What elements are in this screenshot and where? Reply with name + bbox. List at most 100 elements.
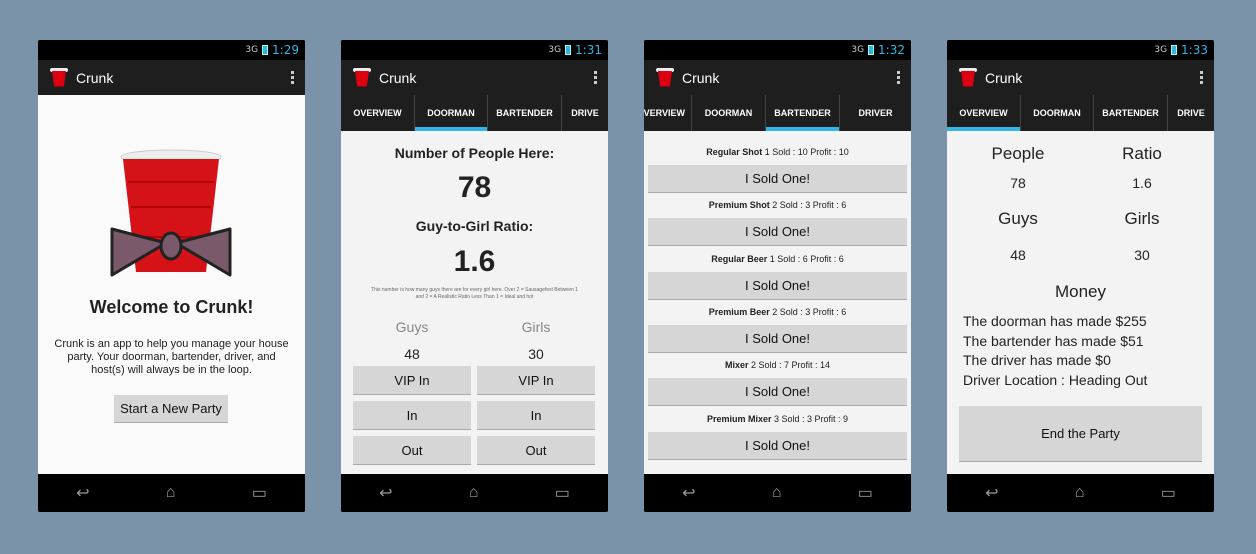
home-icon[interactable]: ⌂ <box>1074 484 1085 501</box>
people-label: People <box>991 144 1045 163</box>
app-cup-icon <box>50 67 68 88</box>
item-name: Premium Beer <box>708 307 770 317</box>
back-icon[interactable]: ↩ <box>682 485 696 502</box>
start-party-button[interactable]: Start a New Party <box>114 395 228 423</box>
home-icon[interactable]: ⌂ <box>165 484 176 501</box>
tab-doorman[interactable]: DOORMAN <box>1021 95 1094 131</box>
overflow-menu-icon[interactable] <box>1200 71 1204 84</box>
money-line: The doorman has made $255 <box>963 313 1147 329</box>
phone-welcome: 3G 1:29 Crunk Welcome to Crunk! Crunk is… <box>38 40 305 512</box>
red-cup-bowtie-icon <box>110 149 232 277</box>
guys-in-button[interactable]: In <box>353 401 471 430</box>
girls-count: 30 <box>1134 247 1150 263</box>
people-count: 78 <box>457 171 492 204</box>
back-icon[interactable]: ↩ <box>379 485 393 502</box>
recents-icon[interactable]: ▭ <box>857 485 873 502</box>
girls-in-button[interactable]: In <box>477 401 595 430</box>
app-cup-icon <box>353 67 371 88</box>
guys-count: 48 <box>404 346 420 362</box>
tab-strip: VERVIEW DOORMAN BARTENDER DRIVER <box>644 95 911 131</box>
nav-bar: ↩ ⌂ ▭ <box>644 474 911 512</box>
battery-icon <box>565 45 572 55</box>
phone-bartender: 3G 1:32 Crunk VERVIEW DOORMAN BARTENDER … <box>644 40 911 512</box>
guys-vip-in-button[interactable]: VIP In <box>353 366 471 395</box>
overflow-menu-icon[interactable] <box>594 71 598 84</box>
battery-icon <box>1171 45 1178 55</box>
status-bar: 3G 1:33 <box>947 40 1214 60</box>
overflow-menu-icon[interactable] <box>897 71 901 84</box>
item-row: Mixer 2 Sold : 7 Profit : 14 <box>644 360 911 370</box>
ratio-label: Guy-to-Girl Ratio: <box>415 218 534 234</box>
tab-overview[interactable]: OVERVIEW <box>947 95 1021 131</box>
signal-icon: 3G <box>1154 45 1168 55</box>
girls-label: Girls <box>1124 209 1160 228</box>
tab-overview[interactable]: OVERVIEW <box>341 95 415 131</box>
item-detail: 2 Sold : 7 Profit : 14 <box>750 360 831 370</box>
tab-strip: OVERVIEW DOORMAN BARTENDER DRIVE <box>341 95 608 131</box>
end-party-button[interactable]: End the Party <box>959 406 1202 462</box>
sold-one-button[interactable]: I Sold One! <box>648 378 907 406</box>
tab-doorman[interactable]: DOORMAN <box>692 95 766 131</box>
item-name: Premium Mixer <box>706 414 772 424</box>
driver-location: Driver Location : Heading Out <box>963 372 1148 388</box>
home-icon[interactable]: ⌂ <box>771 484 782 501</box>
action-bar: Crunk <box>341 60 608 95</box>
tab-bartender[interactable]: BARTENDER <box>766 95 840 131</box>
overview-content: People Ratio 78 1.6 Guys Girls 48 30 Mon… <box>947 131 1214 474</box>
tab-driver[interactable]: DRIVER <box>858 108 893 118</box>
ratio-value: 1.6 <box>1132 175 1152 191</box>
money-line: The bartender has made $51 <box>963 333 1144 349</box>
girls-count: 30 <box>528 346 544 362</box>
welcome-content: Welcome to Crunk! Crunk is an app to hel… <box>38 95 305 474</box>
tab-driver[interactable]: DRIVE <box>571 108 599 118</box>
tab-doorman[interactable]: DOORMAN <box>415 95 488 131</box>
item-name: Regular Shot <box>706 147 763 157</box>
sold-one-button[interactable]: I Sold One! <box>648 272 907 300</box>
guys-count: 48 <box>1010 247 1026 263</box>
recents-icon[interactable]: ▭ <box>1160 485 1176 502</box>
battery-icon <box>868 45 875 55</box>
app-title: Crunk <box>76 69 114 86</box>
doorman-content: Number of People Here: 78 Guy-to-Girl Ra… <box>341 131 608 474</box>
nav-bar: ↩ ⌂ ▭ <box>947 474 1214 512</box>
home-icon[interactable]: ⌂ <box>468 484 479 501</box>
ratio-value: 1.6 <box>453 245 496 278</box>
nav-bar: ↩ ⌂ ▭ <box>38 474 305 512</box>
action-bar: Crunk <box>38 60 305 95</box>
sold-one-button[interactable]: I Sold One! <box>648 325 907 353</box>
signal-icon: 3G <box>548 45 562 55</box>
item-row: Regular Beer 1 Sold : 6 Profit : 6 <box>644 254 911 264</box>
signal-icon: 3G <box>851 45 865 55</box>
guys-label: Guys <box>395 319 429 335</box>
ratio-note: This number is how many guys there are f… <box>371 287 578 300</box>
sold-one-button[interactable]: I Sold One! <box>648 165 907 193</box>
item-detail: 2 Sold : 3 Profit : 6 <box>772 307 847 317</box>
back-icon[interactable]: ↩ <box>985 485 999 502</box>
tab-bartender[interactable]: BARTENDER <box>1094 95 1168 131</box>
item-row: Premium Shot 2 Sold : 3 Profit : 6 <box>644 200 911 210</box>
people-label: Number of People Here: <box>394 145 555 161</box>
action-bar: Crunk <box>947 60 1214 95</box>
back-icon[interactable]: ↩ <box>76 485 90 502</box>
app-title: Crunk <box>682 69 720 86</box>
phone-overview: 3G 1:33 Crunk OVERVIEW DOORMAN BARTENDER… <box>947 40 1214 512</box>
girls-vip-in-button[interactable]: VIP In <box>477 366 595 395</box>
tab-driver[interactable]: DRIVE <box>1177 108 1205 118</box>
overflow-menu-icon[interactable] <box>291 71 295 84</box>
recents-icon[interactable]: ▭ <box>251 485 267 502</box>
girls-out-button[interactable]: Out <box>477 436 595 465</box>
app-cup-icon <box>656 67 674 88</box>
item-name: Mixer <box>724 360 749 370</box>
recents-icon[interactable]: ▭ <box>554 485 570 502</box>
item-name: Regular Beer <box>711 254 768 264</box>
app-title: Crunk <box>985 69 1023 86</box>
tab-overview[interactable]: VERVIEW <box>644 95 692 131</box>
tab-bartender[interactable]: BARTENDER <box>488 95 562 131</box>
status-bar: 3G 1:29 <box>38 40 305 60</box>
battery-icon <box>262 45 269 55</box>
sold-one-button[interactable]: I Sold One! <box>648 432 907 460</box>
sold-one-button[interactable]: I Sold One! <box>648 218 907 246</box>
guys-out-button[interactable]: Out <box>353 436 471 465</box>
item-name: Premium Shot <box>708 200 770 210</box>
clock: 1:32 <box>878 43 905 57</box>
